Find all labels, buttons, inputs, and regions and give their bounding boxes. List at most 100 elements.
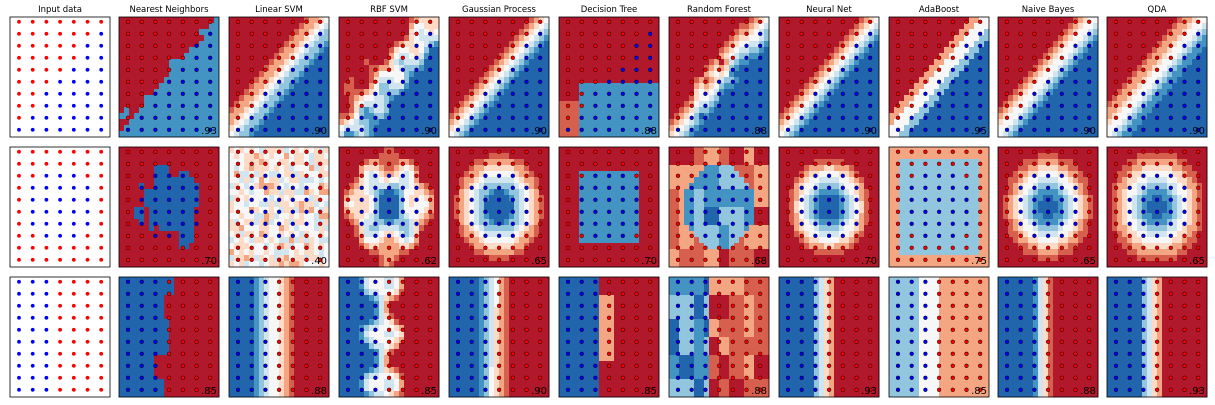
data-point <box>579 79 584 84</box>
decision-cell <box>119 95 125 102</box>
decision-cell <box>379 53 385 60</box>
decision-cell <box>1177 113 1183 120</box>
decision-cell <box>519 83 525 90</box>
decision-cell <box>589 119 595 126</box>
decision-cell <box>1078 35 1084 42</box>
decision-cell <box>704 35 710 42</box>
decision-cell <box>1083 23 1089 30</box>
decision-cell <box>129 255 135 262</box>
decision-cell <box>919 95 925 102</box>
data-point <box>1032 67 1037 72</box>
decision-cell <box>1177 89 1183 96</box>
decision-cell <box>824 125 830 132</box>
decision-cell <box>864 119 870 126</box>
decision-cell <box>279 107 285 114</box>
decision-cell <box>1023 107 1029 114</box>
decision-cell <box>534 53 540 60</box>
decision-cell <box>589 29 595 36</box>
decision-cell <box>409 101 415 108</box>
decision-cell <box>754 71 760 78</box>
decision-cell <box>619 83 625 90</box>
decision-cell <box>649 41 655 48</box>
data-point <box>469 127 474 132</box>
decision-cell <box>1197 125 1203 132</box>
decision-cell <box>899 47 905 54</box>
decision-cell <box>344 59 350 66</box>
decision-cell <box>1152 89 1158 96</box>
data-point <box>496 103 502 108</box>
decision-cell <box>124 131 130 138</box>
data-point <box>17 185 21 190</box>
decision-cell <box>419 53 425 60</box>
decision-cell <box>319 41 325 48</box>
decision-cell <box>739 59 745 66</box>
decision-cell <box>869 83 875 90</box>
decision-cell <box>394 113 400 120</box>
decision-cell <box>614 71 620 78</box>
decision-cell <box>1038 65 1044 72</box>
data-point <box>964 43 969 48</box>
decision-cell <box>1167 71 1173 78</box>
data-point <box>263 79 268 84</box>
data-point <box>1004 79 1010 84</box>
decision-cell <box>229 119 235 126</box>
decision-cell <box>479 59 485 66</box>
decision-cell <box>144 29 150 36</box>
decision-cell <box>669 35 675 42</box>
decision-cell <box>734 47 740 54</box>
decision-cell <box>739 23 745 30</box>
data-point <box>125 31 131 36</box>
data-point <box>510 79 515 84</box>
decision-cell <box>1003 47 1009 54</box>
decision-cell <box>294 35 300 42</box>
decision-cell <box>854 83 860 90</box>
data-point <box>166 115 172 120</box>
decision-cell <box>1177 71 1183 78</box>
data-point <box>139 55 144 60</box>
data-point <box>17 55 21 60</box>
decision-cell <box>629 131 635 138</box>
decision-cell <box>449 23 455 30</box>
decision-cell <box>1197 107 1203 114</box>
decision-cell <box>294 59 300 66</box>
decision-cell <box>149 83 155 90</box>
decision-cell <box>944 125 950 132</box>
decision-cell <box>119 47 125 54</box>
decision-cell <box>964 59 970 66</box>
data-point <box>30 245 35 250</box>
decision-cell <box>184 101 190 108</box>
decision-cell <box>294 47 300 54</box>
decision-cell <box>494 53 500 60</box>
decision-cell <box>1192 95 1198 102</box>
decision-cell <box>559 131 565 138</box>
data-point <box>606 79 612 84</box>
data-point <box>304 19 309 24</box>
decision-cell <box>834 119 840 126</box>
decision-cell <box>649 53 655 60</box>
decision-cell <box>294 71 300 78</box>
decision-cell <box>214 131 220 138</box>
decision-cell <box>459 41 465 48</box>
decision-cell <box>964 23 970 30</box>
decision-cell <box>369 59 375 66</box>
decision-cell <box>524 119 530 126</box>
decision-cell <box>204 65 210 72</box>
decision-cell <box>414 131 420 138</box>
data-point <box>895 91 901 96</box>
decision-cell <box>729 119 735 126</box>
decision-cell <box>624 35 630 42</box>
decision-cell <box>839 95 845 102</box>
decision-cell <box>1117 29 1123 36</box>
decision-cell <box>269 71 275 78</box>
decision-cell <box>784 95 790 102</box>
decision-cell <box>629 101 635 108</box>
decision-cell <box>269 65 275 72</box>
decision-cell <box>829 125 835 132</box>
decision-cell <box>998 41 1004 48</box>
column-title: Naive Bayes <box>1022 5 1075 15</box>
decision-cell <box>339 53 345 60</box>
decision-cell <box>1043 59 1049 66</box>
decision-cell <box>399 131 405 138</box>
decision-cell <box>389 131 395 138</box>
decision-cell <box>729 71 735 78</box>
